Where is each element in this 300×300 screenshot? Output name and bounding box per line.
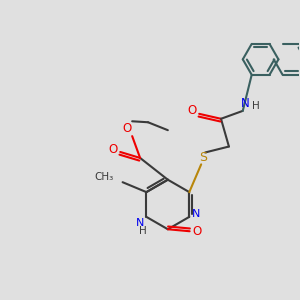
Text: O: O [188,104,197,117]
Text: O: O [109,142,118,155]
Text: O: O [123,122,132,135]
Text: H: H [252,101,260,111]
Text: N: N [136,218,145,228]
Text: O: O [192,225,201,238]
Text: N: N [192,209,200,219]
Text: H: H [139,226,146,236]
Text: S: S [199,151,207,164]
Text: N: N [240,98,249,110]
Text: CH₃: CH₃ [94,172,114,182]
